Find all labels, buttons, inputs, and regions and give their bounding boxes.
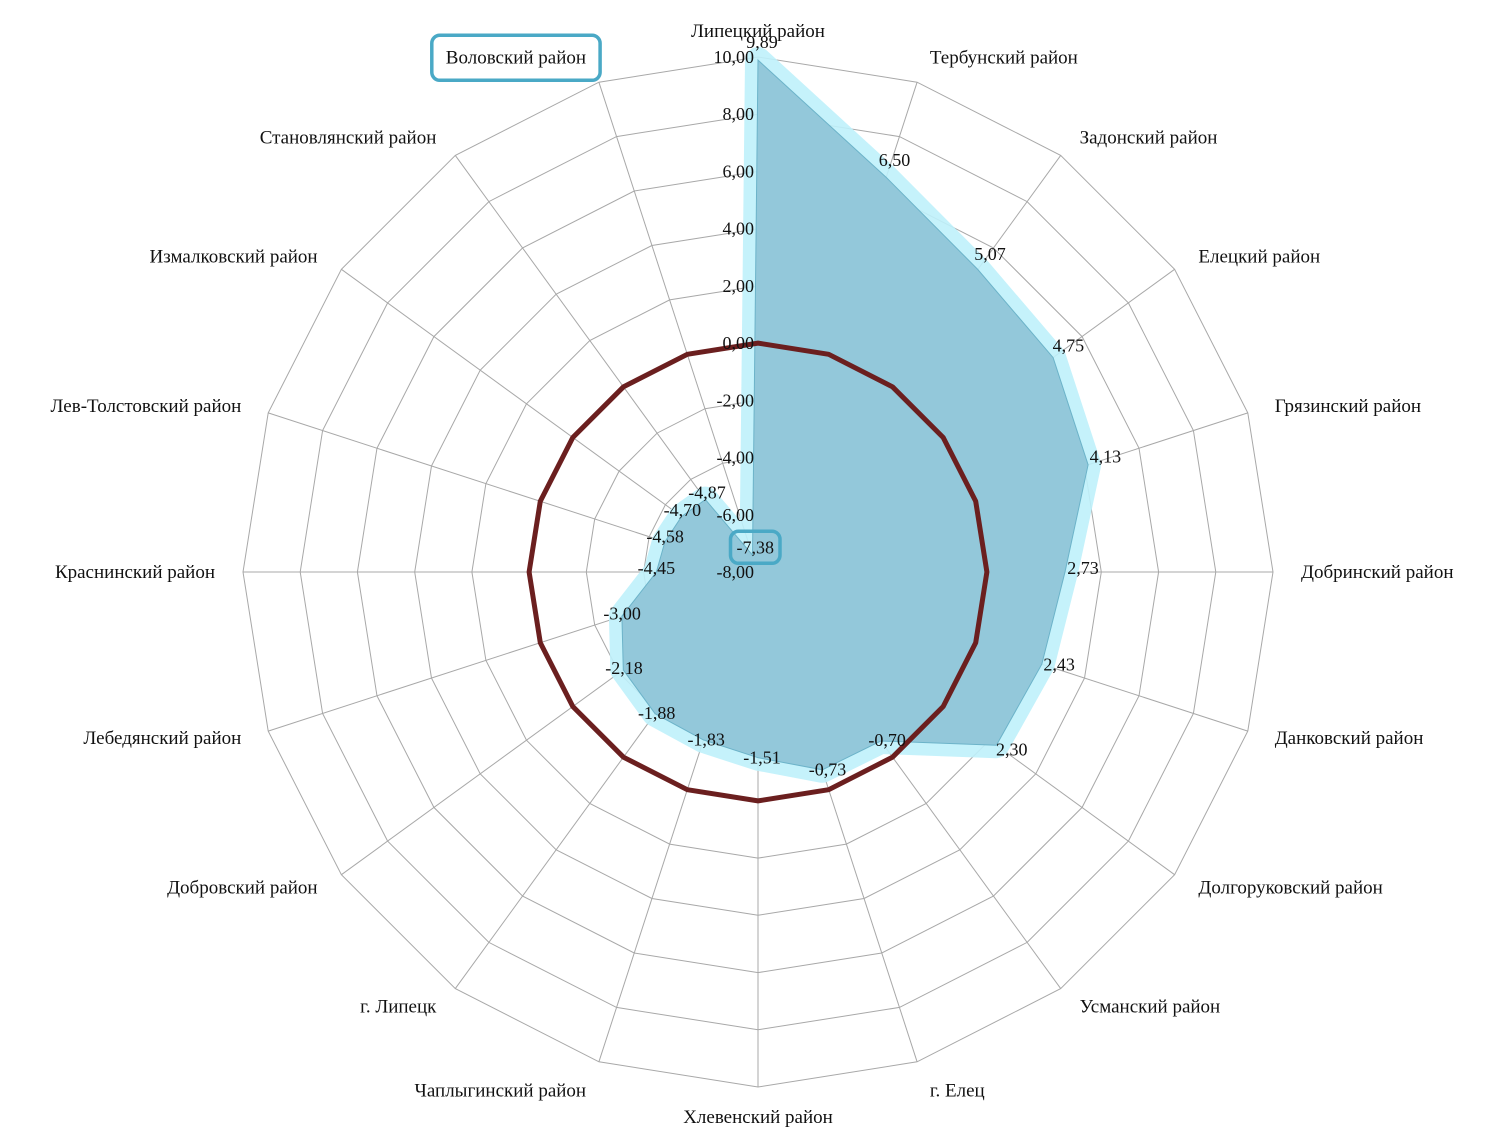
tick-label: 0,00 (723, 333, 755, 353)
category-label: Липецкий район (691, 21, 825, 42)
category-label: Елецкий район (1198, 246, 1320, 267)
tick-label: -6,00 (717, 505, 755, 525)
data-label: 2,30 (996, 739, 1028, 759)
data-label: -4,58 (646, 527, 684, 547)
category-label: Добровский район (167, 878, 318, 899)
radial-tick-labels: 10,00 8,00 6,00 4,00 2,00 0,00 -2,00 -4,00 -6,00… (714, 47, 755, 582)
series-area (608, 47, 1102, 783)
data-label: -4,70 (664, 500, 702, 520)
zero-reference (526, 340, 990, 804)
data-label: -2,18 (605, 658, 643, 678)
data-label: -1,51 (743, 748, 781, 768)
data-label: 4,75 (1053, 335, 1085, 355)
tick-label: 8,00 (723, 104, 755, 124)
tick-label: 6,00 (723, 161, 755, 181)
tick-label: 2,00 (723, 276, 755, 296)
category-label: г. Елец (930, 1081, 985, 1102)
category-label: Чаплыгинский район (415, 1081, 587, 1102)
data-label: 2,43 (1043, 655, 1075, 675)
data-label: -1,83 (687, 730, 725, 750)
data-label: 5,07 (974, 244, 1006, 264)
data-label: 9,89 (746, 32, 778, 52)
category-label: Измалковский район (150, 246, 318, 267)
tick-label: -4,00 (717, 448, 755, 468)
data-label: -4,87 (688, 482, 726, 502)
category-labels: Липецкий район Тербунский район Задонский … (51, 21, 1454, 1128)
highlight-box (430, 33, 602, 83)
category-label: г. Липецк (360, 996, 437, 1017)
category-label: Добринский район (1301, 562, 1453, 583)
category-label: Задонский район (1080, 128, 1218, 149)
tick-label: 4,00 (723, 219, 755, 239)
category-label: Хлевенский район (683, 1107, 833, 1128)
data-label: -0,73 (809, 760, 847, 780)
data-label: 4,13 (1090, 446, 1122, 466)
data-label: -4,45 (638, 558, 676, 578)
category-label: Тербунский район (930, 47, 1078, 68)
tick-label: -2,00 (717, 390, 755, 410)
data-label: -1,88 (638, 703, 676, 723)
data-label: -3,00 (603, 603, 641, 623)
category-label: Краснинский район (55, 562, 215, 583)
data-labels: 9,89 6,50 5,07 4,75 4,13 2,73 2,43 2,30 -0,70 -0,… (603, 32, 1122, 780)
category-label: Долгоруковский район (1198, 878, 1382, 899)
zero-reference-line (526, 340, 990, 804)
category-label: Становлянский район (260, 128, 437, 149)
tick-label: -8,00 (717, 562, 755, 582)
category-label: Лебедянский район (83, 728, 241, 749)
category-label: Данковский район (1275, 728, 1424, 749)
data-label: 6,50 (879, 150, 911, 170)
category-label: Усманский район (1080, 996, 1221, 1017)
data-label: -0,70 (868, 730, 906, 750)
highlight-box (728, 529, 782, 566)
category-label: Грязинский район (1275, 396, 1421, 417)
series-area-fill (621, 58, 1089, 771)
grid-spoke (598, 82, 759, 573)
highlight-boxes (430, 33, 782, 566)
data-label: 2,73 (1067, 558, 1099, 578)
data-label: -7,38 (737, 537, 775, 557)
category-label: Лев-Толстовский район (51, 396, 242, 417)
category-label: Воловский район (446, 47, 586, 68)
tick-label: 10,00 (714, 47, 755, 67)
